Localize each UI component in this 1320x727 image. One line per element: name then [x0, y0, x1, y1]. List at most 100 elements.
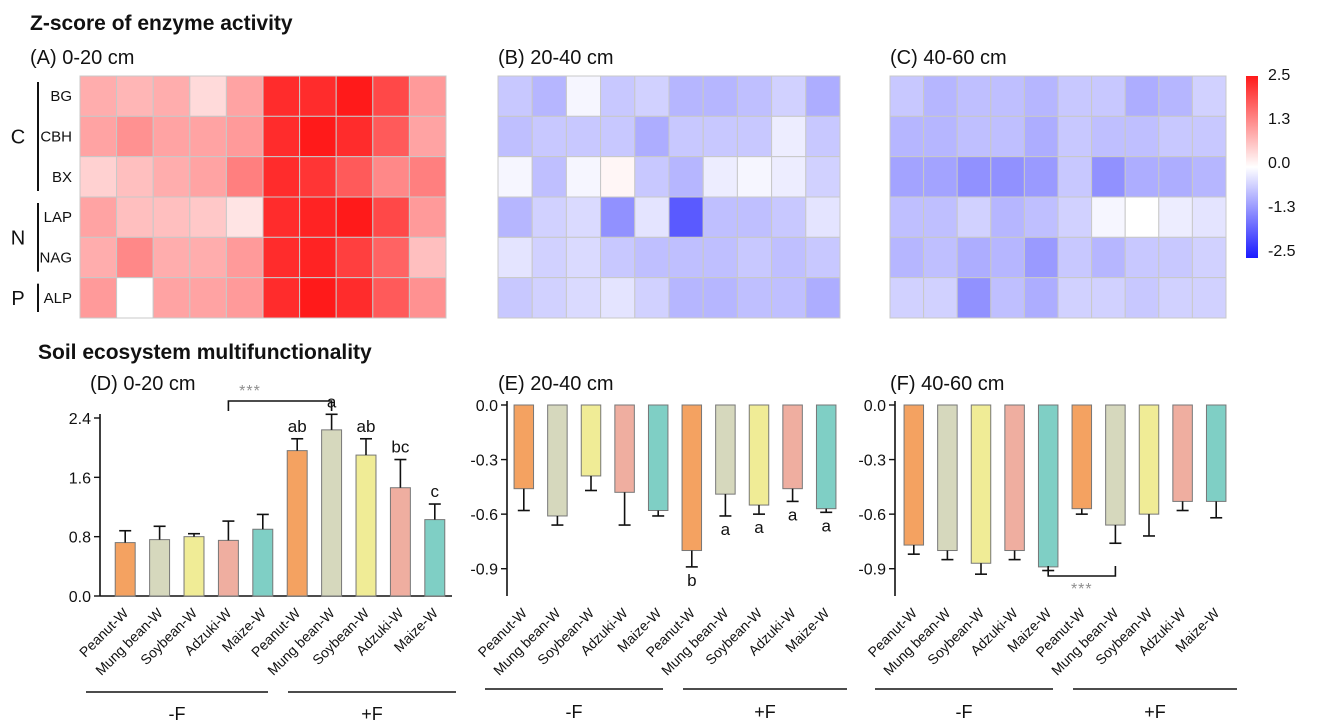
heat-cell [372, 196, 410, 238]
heat-cell [634, 115, 670, 158]
heat-cell [736, 196, 773, 238]
panel-e-title: (E) 20-40 cm [498, 373, 614, 395]
bar [748, 404, 770, 506]
bar [321, 429, 343, 597]
bar [1172, 404, 1193, 502]
bar [424, 519, 446, 597]
treatment-group-label: -F [169, 704, 186, 724]
panel-b-title: (B) 20-40 cm [498, 47, 614, 69]
heat-cell [1057, 277, 1093, 319]
heat-cell [1091, 75, 1126, 117]
heat-cell [408, 115, 447, 158]
heat-cell [634, 236, 670, 279]
heat-cell [668, 156, 704, 198]
bar [1071, 404, 1093, 510]
heat-cell [497, 75, 533, 117]
heat-cell [372, 277, 410, 319]
heat-cell [116, 156, 154, 198]
heat-cell [702, 236, 738, 279]
heat-cell [1057, 75, 1093, 117]
bar [1205, 404, 1227, 502]
heat-cell [225, 75, 264, 117]
enzyme-section-title: Z-score of enzyme activity [30, 12, 293, 35]
heat-cell [79, 277, 118, 319]
bar [782, 404, 803, 490]
heat-cell [1158, 115, 1193, 158]
heat-cell [702, 196, 738, 238]
heat-cell [1124, 156, 1160, 198]
heat-cell [1158, 277, 1193, 319]
colorbar-tick-label: -1.3 [1268, 199, 1296, 216]
heat-cell [805, 236, 841, 279]
heat-cell [299, 236, 337, 279]
heat-cell [262, 236, 301, 279]
heat-cell [600, 115, 636, 158]
heat-cell [634, 277, 670, 319]
heat-cell [990, 156, 1025, 198]
heat-cell [736, 236, 773, 279]
y-tick-label: -0.9 [858, 562, 886, 579]
heat-cell [79, 236, 118, 279]
heat-cell [1023, 115, 1059, 158]
heat-cell [771, 75, 807, 117]
heat-cell [189, 156, 227, 198]
enzyme-label: NAG [39, 250, 72, 267]
heat-cell [805, 277, 841, 319]
bar [1037, 404, 1059, 568]
heat-cell [736, 115, 773, 158]
heat-cell [1158, 236, 1193, 279]
heat-cell [79, 196, 118, 238]
significance-letter: a [788, 505, 798, 524]
heat-cell [990, 196, 1025, 238]
bar [547, 404, 568, 517]
heat-cell [805, 196, 841, 238]
treatment-group-label: -F [956, 702, 973, 722]
heat-cell [299, 156, 337, 198]
heat-cell [335, 156, 374, 198]
enzyme-label: BX [52, 169, 72, 186]
panel-f-title: (F) 40-60 cm [890, 373, 1004, 395]
heat-cell [1191, 115, 1227, 158]
significance-letter: c [431, 482, 440, 501]
colorbar-tick-label: -2.5 [1268, 243, 1296, 260]
heat-cell [335, 115, 374, 158]
bar [389, 487, 411, 597]
y-tick-label: 1.6 [69, 470, 91, 487]
heat-cell [736, 156, 773, 198]
heat-cell [372, 115, 410, 158]
heat-cell [79, 156, 118, 198]
y-tick-label: -0.3 [470, 453, 498, 470]
heat-cell [889, 277, 925, 319]
heat-cell [771, 156, 807, 198]
heat-cell [600, 156, 636, 198]
treatment-group-label: +F [1144, 702, 1166, 722]
heat-cell [889, 236, 925, 279]
bar [715, 404, 736, 495]
heat-cell [262, 75, 301, 117]
bar [1138, 404, 1160, 515]
bar [970, 404, 992, 564]
heat-cell [771, 236, 807, 279]
heat-cell [1158, 156, 1193, 198]
y-tick-label: 2.4 [69, 411, 91, 428]
heat-cell [1023, 236, 1059, 279]
heat-cell [634, 196, 670, 238]
bar [647, 404, 669, 512]
heat-cell [1158, 196, 1193, 238]
bar [114, 542, 136, 597]
heat-cell [497, 236, 533, 279]
heat-cell [225, 115, 264, 158]
enzyme-row-labels: BG CBH BX LAP NAG ALP [39, 88, 72, 307]
heat-cell [262, 277, 301, 319]
heat-cell [299, 115, 337, 158]
heat-cell [565, 196, 602, 238]
heat-cell [116, 236, 154, 279]
enzyme-label: BG [50, 88, 72, 105]
heat-cell [225, 277, 264, 319]
heat-cell [189, 277, 227, 319]
significance-bracket [1047, 566, 1117, 577]
y-tick-label: -0.6 [470, 507, 498, 524]
heat-cell [1091, 156, 1126, 198]
heat-cell [531, 277, 567, 319]
